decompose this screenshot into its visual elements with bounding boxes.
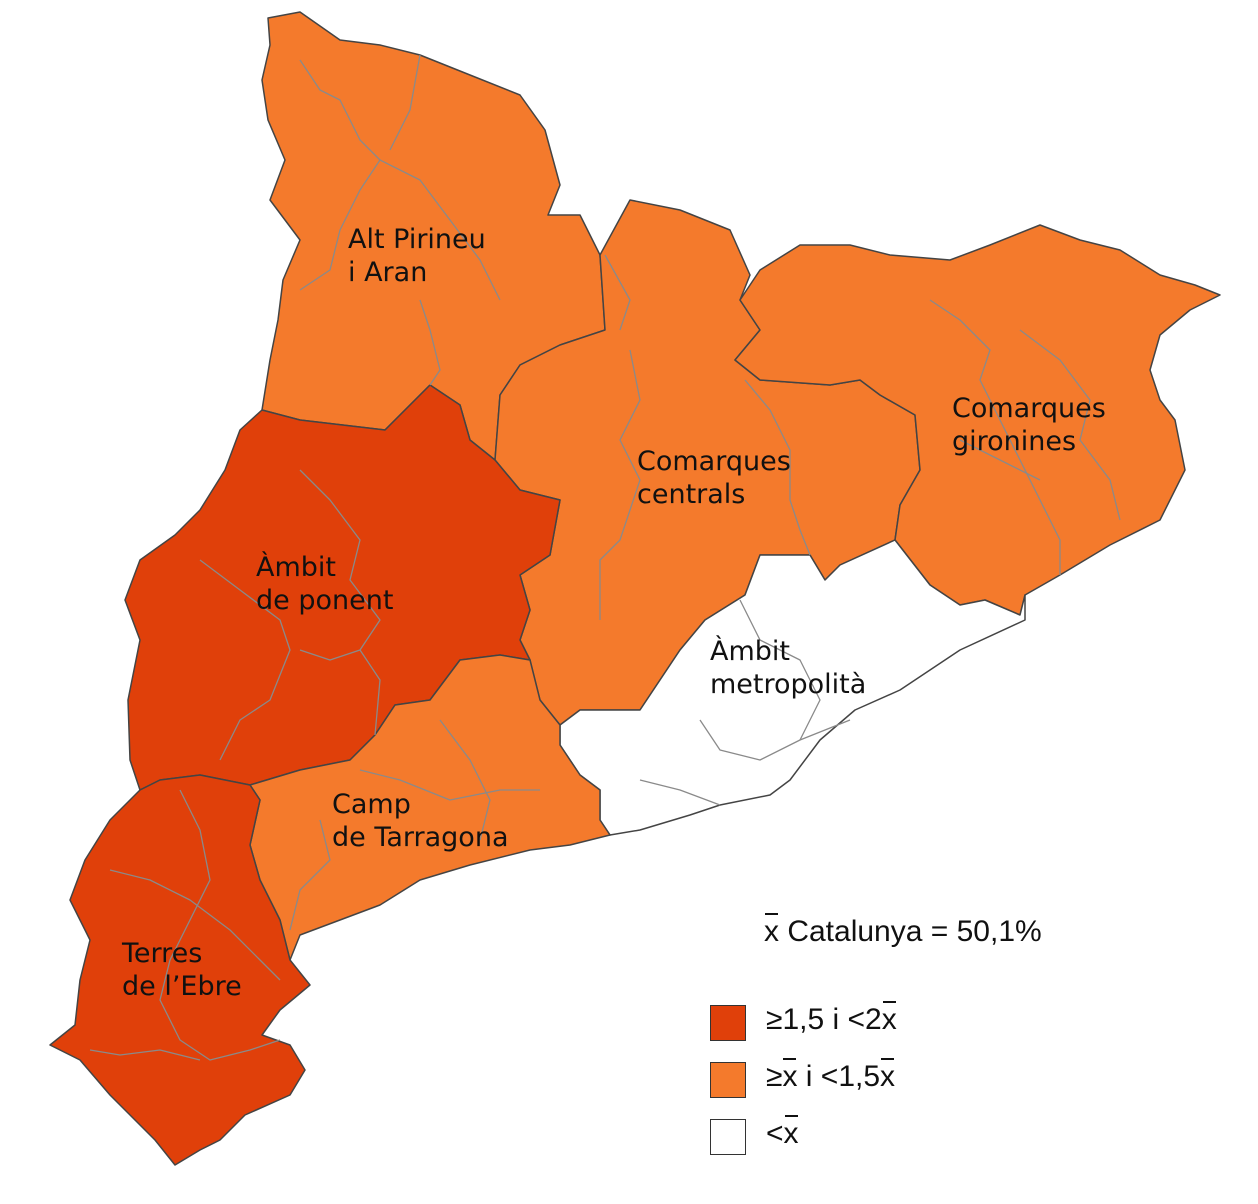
label-ambit-metropolita-line2: metropolità <box>710 669 866 700</box>
mean-text: Catalunya = 50,1% <box>779 915 1042 948</box>
label-terres-ebre-line2: de l’Ebre <box>122 971 242 1002</box>
label-alt-pirineu-line2: i Aran <box>348 257 427 288</box>
legend-swatch-low <box>710 1119 746 1155</box>
region-labels: Alt Pirineu i Aran Comarques centrals Co… <box>121 224 1106 1002</box>
legend-swatch-high <box>710 1005 746 1041</box>
region-comarques-gironines[interactable] <box>734 224 1221 616</box>
label-ambit-metropolita-line1: Àmbit <box>710 635 790 667</box>
legend: x Catalunya = 50,1% ≥1,5 i <2x ≥x i <1,5… <box>710 905 1230 1165</box>
legend-swatch-medium <box>710 1062 746 1098</box>
legend-label-low: <x <box>766 1115 799 1150</box>
legend-label-medium: ≥x i <1,5x <box>766 1058 896 1093</box>
label-comarques-gironines-line2: gironines <box>952 426 1076 457</box>
label-ambit-ponent-line1: Àmbit <box>256 551 336 583</box>
label-ambit-ponent-line2: de ponent <box>256 585 393 616</box>
region-terres-de-l-ebre[interactable] <box>49 774 311 1166</box>
legend-label-high: ≥1,5 i <2x <box>766 1001 897 1036</box>
label-comarques-centrals-line2: centrals <box>637 479 745 510</box>
mean-symbol: x <box>764 913 779 948</box>
label-camp-tarragona-line1: Camp <box>332 789 411 820</box>
label-comarques-gironines-line1: Comarques <box>952 393 1106 424</box>
comarca-borders <box>89 54 1121 1061</box>
legend-mean: x Catalunya = 50,1% <box>764 913 1042 949</box>
label-camp-tarragona-line2: de Tarragona <box>332 822 509 853</box>
label-alt-pirineu-line1: Alt Pirineu <box>348 224 486 255</box>
label-terres-ebre-line1: Terres <box>121 938 202 969</box>
label-comarques-centrals-line1: Comarques <box>637 446 791 477</box>
